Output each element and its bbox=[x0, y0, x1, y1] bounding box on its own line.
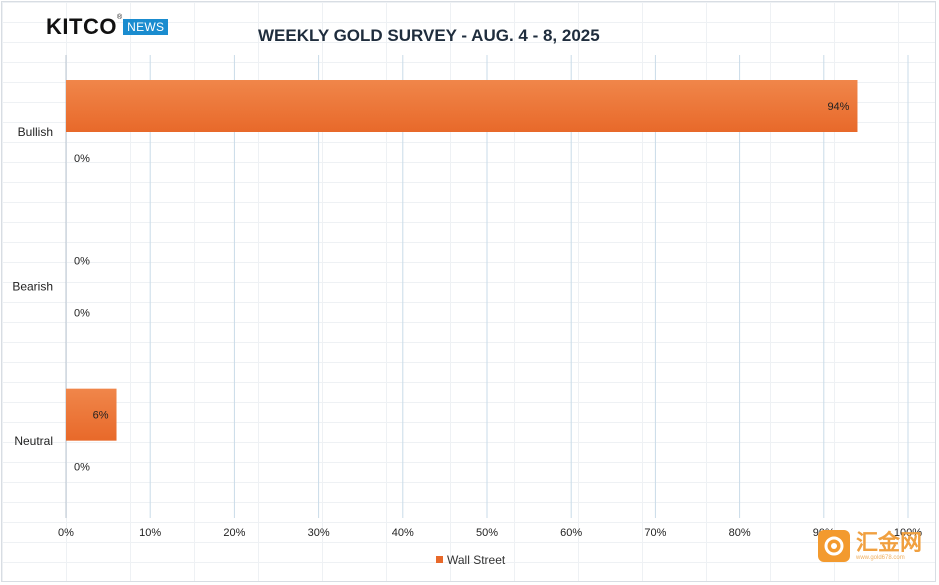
gold678-logo-icon bbox=[818, 530, 850, 562]
x-tick-label: 80% bbox=[729, 527, 751, 539]
x-tick-label: 20% bbox=[223, 527, 245, 539]
bar-wall-street bbox=[66, 80, 858, 132]
category-label: Bearish bbox=[12, 280, 53, 294]
data-label: 0% bbox=[74, 153, 90, 165]
bar-wall-street bbox=[66, 388, 117, 441]
data-label: 0% bbox=[74, 462, 90, 474]
chart-title: WEEKLY GOLD SURVEY - AUG. 4 - 8, 2025 bbox=[258, 26, 600, 45]
x-tick-label: 70% bbox=[644, 527, 666, 539]
x-tick-label: 30% bbox=[308, 527, 330, 539]
x-tick-label: 60% bbox=[560, 527, 582, 539]
kitco-news-logo: KITCO ® NEWS bbox=[46, 14, 169, 40]
data-label: 0% bbox=[74, 307, 90, 319]
watermark-text: 汇金网 bbox=[856, 530, 923, 555]
data-label: 6% bbox=[93, 410, 109, 422]
category-label: Bullish bbox=[18, 125, 53, 139]
x-tick-label: 0% bbox=[58, 527, 74, 539]
data-label: 0% bbox=[74, 255, 90, 267]
data-label: 94% bbox=[827, 101, 849, 113]
x-tick-label: 10% bbox=[139, 527, 161, 539]
legend-swatch-wall-street bbox=[436, 556, 443, 563]
watermark-url: www.gold678.com bbox=[856, 555, 905, 561]
legend-label-wall-street: Wall Street bbox=[447, 553, 506, 567]
logo-registered-mark: ® bbox=[116, 14, 123, 21]
x-tick-label: 50% bbox=[476, 527, 498, 539]
x-tick-label: 40% bbox=[392, 527, 414, 539]
x-tick-label: 100% bbox=[894, 527, 922, 539]
category-label: Neutral bbox=[14, 434, 53, 448]
logo-news-badge: NEWS bbox=[123, 19, 169, 35]
watermark: 汇金网 www.gold678.com bbox=[818, 530, 922, 562]
logo-wordmark: KITCO bbox=[46, 14, 117, 39]
